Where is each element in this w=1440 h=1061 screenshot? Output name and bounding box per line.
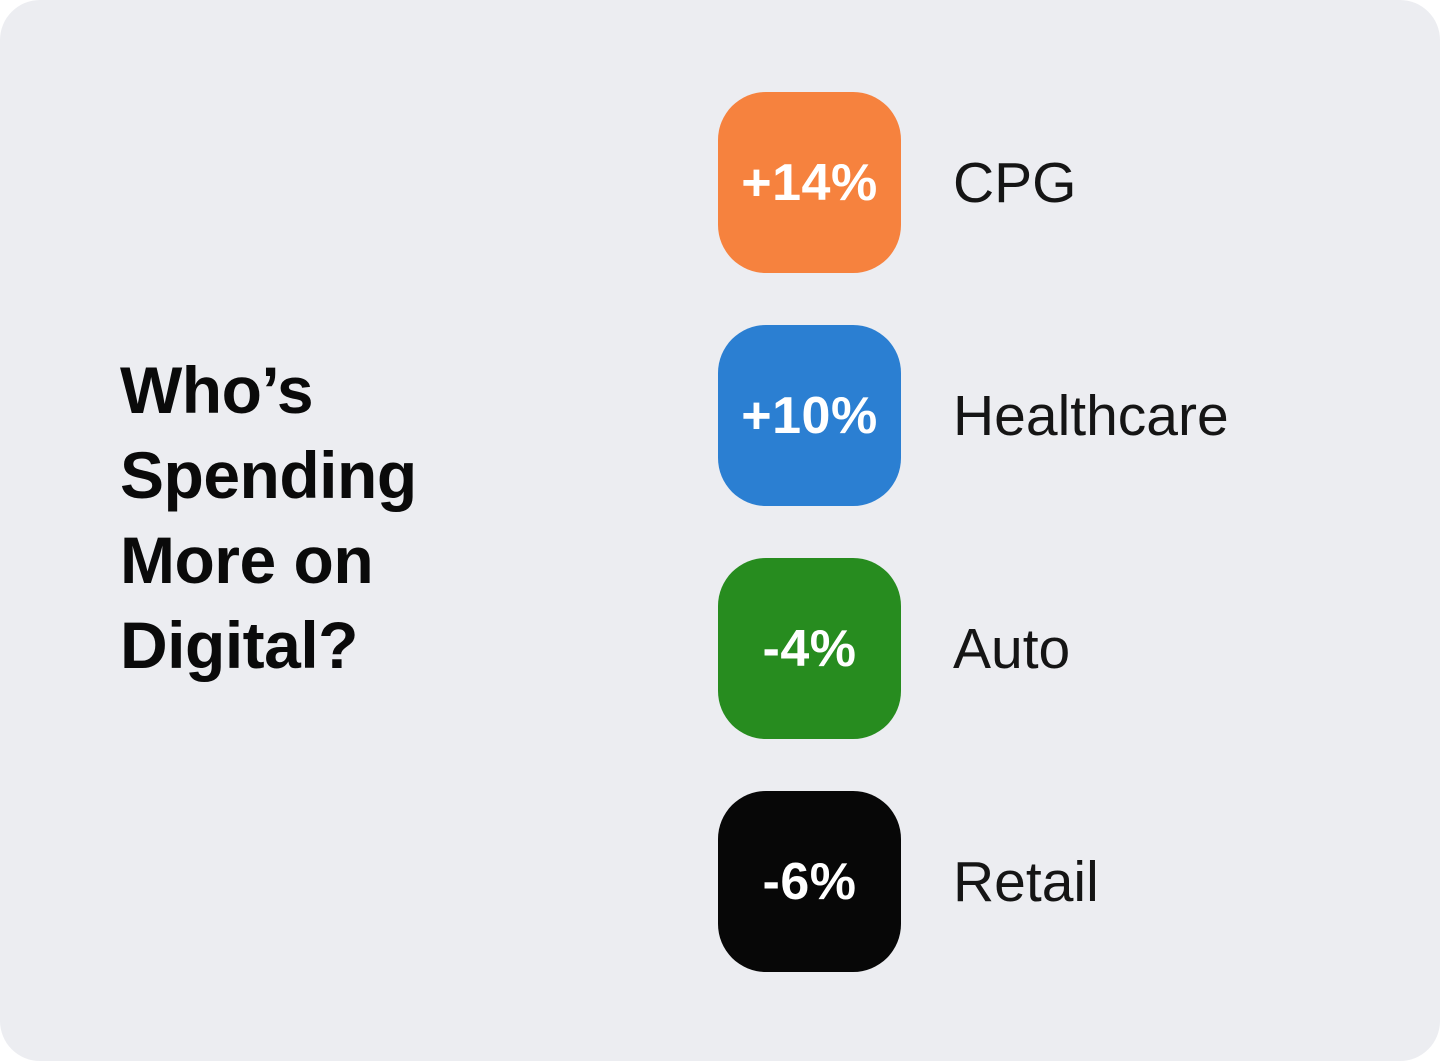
stat-row-auto: -4% Auto (718, 558, 1229, 739)
retail-value-badge: -6% (718, 791, 901, 972)
stat-row-retail: -6% Retail (718, 791, 1229, 972)
cpg-value: +14% (741, 153, 878, 212)
stat-row-healthcare: +10% Healthcare (718, 325, 1229, 506)
cpg-value-badge: +14% (718, 92, 901, 273)
auto-value: -4% (762, 619, 857, 678)
auto-value-badge: -4% (718, 558, 901, 739)
cpg-label: CPG (953, 150, 1077, 215)
stat-list: +14% CPG +10% Healthcare -4% Auto -6% Re… (718, 92, 1229, 972)
healthcare-label: Healthcare (953, 383, 1229, 448)
stat-row-cpg: +14% CPG (718, 92, 1229, 273)
auto-label: Auto (953, 616, 1071, 681)
retail-label: Retail (953, 849, 1099, 914)
card-title: Who’s Spending More on Digital? (120, 353, 417, 682)
retail-value: -6% (762, 852, 857, 911)
healthcare-value: +10% (741, 386, 878, 445)
healthcare-value-badge: +10% (718, 325, 901, 506)
